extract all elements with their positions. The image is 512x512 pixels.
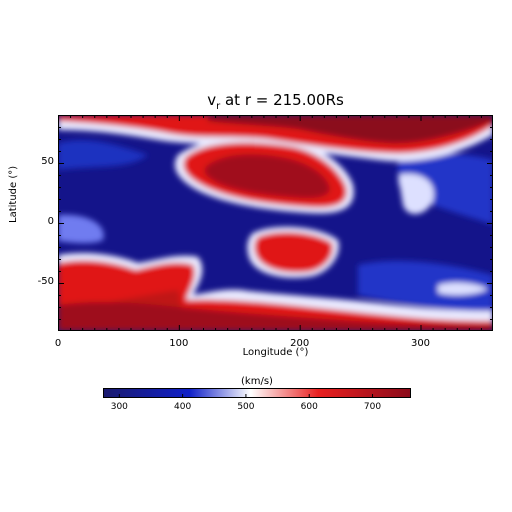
x-tick-label: 200 <box>290 338 310 349</box>
colorbar: 300 400 500 600 700 <box>103 388 411 410</box>
y-axis-label: Latitude (°) <box>8 165 19 223</box>
x-tick-label: 100 <box>169 338 189 349</box>
boundary-white <box>58 214 104 244</box>
colorbar-tick-label: 400 <box>174 402 191 410</box>
y-tick-label: -50 <box>37 276 54 287</box>
mid-speed-patch <box>398 152 493 225</box>
y-tick-label: 50 <box>41 156 54 167</box>
fast-wind-core <box>204 154 330 199</box>
fast-wind-red <box>254 232 333 273</box>
chart-title: vr at r = 215.00Rs <box>58 91 493 112</box>
title-rest: at r = 215.00Rs <box>220 91 344 109</box>
heatmap-svg <box>58 115 493 331</box>
x-tick-label: 300 <box>410 338 431 349</box>
colorbar-ticks: 300 400 500 600 700 <box>111 394 381 410</box>
colorbar-tick-label: 300 <box>111 402 128 410</box>
fast-wind-core <box>58 301 493 331</box>
mid-speed-patch <box>58 140 148 170</box>
mid-speed-patch <box>358 260 493 315</box>
colorbar-tick-label: 600 <box>301 402 318 410</box>
x-tick-label: 0 <box>54 338 62 349</box>
boundary-white <box>398 173 434 215</box>
colorbar-gradient <box>103 388 411 398</box>
title-symbol: v <box>207 91 217 109</box>
colorbar-tick-label: 500 <box>237 402 254 410</box>
x-axis-label: Longitude (°) <box>242 347 309 358</box>
y-tick-label: 0 <box>47 216 54 227</box>
colorbar-unit-label: (km/s) <box>241 376 273 387</box>
plot-ticks <box>58 115 493 331</box>
colorbar-tick-label: 700 <box>364 402 381 410</box>
fast-wind-core <box>208 115 493 144</box>
title-subscript: r <box>216 101 221 112</box>
boundary-white <box>438 282 488 296</box>
wind-field <box>58 115 493 331</box>
heatmap-plot <box>58 115 493 331</box>
